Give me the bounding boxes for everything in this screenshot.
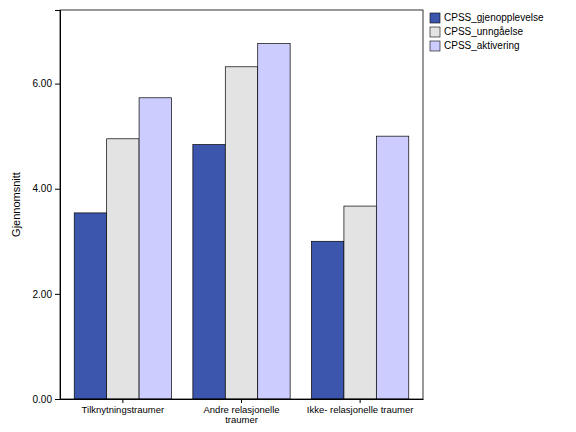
legend-label: CPSS_aktivering <box>444 40 520 51</box>
bar <box>193 145 225 399</box>
legend-swatch <box>430 41 440 51</box>
plot-frame <box>60 10 423 399</box>
y-tick-label: 2.00 <box>33 289 53 300</box>
bar <box>225 67 257 399</box>
y-tick-mark <box>55 399 60 400</box>
legend-swatch <box>430 27 440 37</box>
x-tick: Tilknytningstraumer <box>82 399 165 415</box>
legend-item: CPSS_unngåelse <box>430 26 523 37</box>
bar <box>107 139 139 399</box>
x-axis: Tilknytningstraumer Andre relasjonelletra… <box>61 399 424 425</box>
y-tick: 0.00 <box>33 394 60 405</box>
y-axis-line <box>55 11 61 400</box>
legend-label: CPSS_unngåelse <box>444 26 523 37</box>
legend: CPSS_gjenopplevelse CPSS_unngåelse CPSS_ak… <box>430 12 544 51</box>
bar <box>311 241 343 399</box>
bar <box>74 213 106 399</box>
x-tick-mark <box>360 399 361 403</box>
x-tick-label-line: Ikke- relasjonelle traumer <box>307 404 414 415</box>
bar <box>258 44 290 399</box>
y-tick-mark <box>55 189 60 190</box>
x-tick: Ikke- relasjonelle traumer <box>307 399 414 415</box>
y-tick: 6.00 <box>33 78 60 89</box>
x-tick-mark <box>122 399 123 403</box>
y-tick: 4.00 <box>33 183 60 194</box>
bars <box>74 44 409 399</box>
bar <box>376 136 408 399</box>
x-tick-label-line: traumer <box>225 414 258 425</box>
x-tick-label: Andre relasjonelletraumer <box>203 404 279 425</box>
x-tick-label: Ikke- relasjonelle traumer <box>307 404 414 415</box>
y-tick: 2.00 <box>33 289 60 300</box>
x-tick-label-line: Andre relasjonelle <box>203 404 279 415</box>
y-tick-mark <box>55 294 60 295</box>
y-tick-label: 0.00 <box>33 394 53 405</box>
x-tick: Andre relasjonelletraumer <box>203 399 279 425</box>
legend-label: CPSS_gjenopplevelse <box>444 12 544 23</box>
y-axis: 0.00 2.00 4.00 6.00 <box>33 11 61 405</box>
bar <box>139 98 171 399</box>
x-tick-label-line: Tilknytningstraumer <box>82 404 165 415</box>
x-tick-label: Tilknytningstraumer <box>82 404 165 415</box>
y-tick-mark <box>55 84 60 85</box>
legend-item: CPSS_gjenopplevelse <box>430 12 544 23</box>
bar <box>344 206 376 399</box>
y-axis-title: Gjennomsnitt <box>10 172 22 237</box>
legend-item: CPSS_aktivering <box>430 40 520 51</box>
background <box>0 0 576 432</box>
legend-swatch <box>430 13 440 23</box>
y-tick-label: 6.00 <box>33 78 53 89</box>
x-tick-mark <box>241 399 242 403</box>
y-tick-label: 4.00 <box>33 183 53 194</box>
